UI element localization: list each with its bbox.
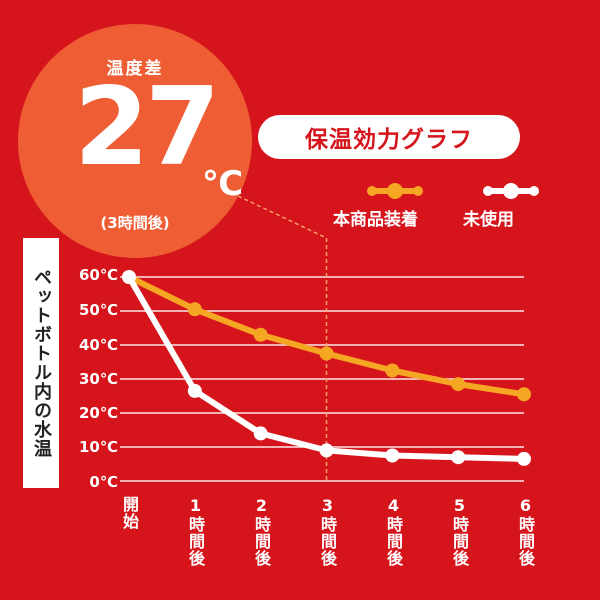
chart-title: 保温効力グラフ (258, 115, 520, 159)
x-tick-label: 5時間後 (450, 496, 469, 567)
x-tick-label: 4時間後 (384, 496, 403, 567)
annotation-dashed-line (237, 195, 328, 481)
product-series-point (385, 363, 400, 378)
x-tick-label: 開始 (120, 496, 139, 530)
legend-marker-product-dot (387, 183, 403, 199)
y-tick-label: 10℃ (78, 438, 118, 456)
product-series-point (253, 327, 268, 342)
y-tick-label: 0℃ (89, 473, 118, 491)
unused-series-point (517, 451, 531, 466)
temperature-difference-badge: 温度差 27 ℃ (3時間後) (18, 24, 252, 258)
unused-series-point (253, 426, 268, 441)
y-axis-label-box: ペットボトル内の水温 (23, 238, 59, 488)
unused-series-point (187, 383, 202, 398)
y-tick-label: 60℃ (78, 266, 118, 284)
legend-marker-unused-dot (503, 183, 519, 199)
badge-label: 温度差 (106, 59, 164, 79)
badge-value: 27 (74, 65, 220, 190)
product-series-point (187, 302, 202, 317)
product-series-point (517, 387, 531, 402)
badge-subtitle: (3時間後) (100, 214, 170, 232)
x-tick-label: 2時間後 (252, 496, 271, 567)
y-tick-label: 20℃ (78, 404, 118, 422)
legend-label-product: 本商品装着 (333, 210, 418, 230)
x-tick-label: 3時間後 (318, 496, 337, 567)
badge-unit: ℃ (202, 164, 244, 204)
y-tick-label: 40℃ (78, 336, 118, 354)
unused-series-point (122, 270, 136, 284)
x-tick-label: 1時間後 (186, 496, 205, 567)
x-tick-label: 6時間後 (516, 496, 535, 567)
y-axis-label: ペットボトル内の水温 (31, 268, 52, 458)
y-tick-label: 50℃ (78, 301, 118, 319)
legend-marker-product-dot (413, 186, 423, 196)
legend-marker-unused-dot (483, 186, 493, 196)
legend-label-unused: 未使用 (463, 210, 514, 230)
unused-series-point (385, 448, 400, 463)
product-series-point (319, 346, 334, 361)
legend-marker-product-dot (367, 186, 377, 196)
legend-marker-unused-dot (529, 186, 539, 196)
y-tick-label: 30℃ (78, 370, 118, 388)
product-series-point (451, 377, 466, 392)
unused-series-point (319, 443, 334, 458)
unused-series-point (451, 450, 466, 465)
